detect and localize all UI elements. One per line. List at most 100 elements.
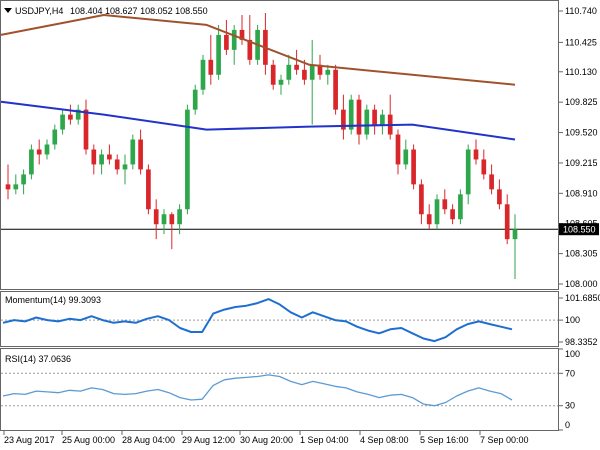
momentum-axis: 101.6850 100 98.3352: [559, 293, 600, 347]
candle: [130, 134, 136, 170]
candle-body: [122, 164, 128, 170]
candle-body: [497, 189, 502, 205]
candle-body: [130, 139, 136, 165]
candle: [185, 104, 190, 215]
candle-body: [364, 109, 370, 135]
candle: [458, 189, 463, 225]
time-tick-label: 4 Sep 08:00: [360, 435, 409, 445]
candle-body: [372, 109, 377, 125]
dropdown-triangle-icon[interactable]: [4, 8, 12, 13]
candle: [216, 24, 221, 80]
candle-body: [411, 149, 416, 185]
candle: [403, 139, 409, 170]
candle: [325, 64, 331, 85]
candle: [239, 14, 245, 45]
price-tick-label: 108.910: [565, 188, 598, 198]
candle: [231, 24, 237, 65]
rsi-tick-label: 100: [565, 349, 580, 359]
candle: [146, 164, 151, 215]
candle-body: [309, 64, 315, 80]
price-tick-label: 110.130: [565, 67, 597, 77]
price-tick-label: 109.825: [565, 97, 598, 107]
rsi-tick-label: 70: [565, 368, 575, 378]
candle-body: [317, 64, 323, 75]
candle-body: [270, 64, 276, 85]
candle: [224, 19, 229, 55]
price-tick-label: 108.305: [565, 249, 598, 259]
price-tick-label: 108.000: [565, 279, 598, 289]
rsi-tick-label: 30: [565, 401, 575, 411]
candle: [21, 169, 26, 195]
candle-body: [465, 149, 471, 195]
momentum-tick-label: 100: [565, 315, 580, 325]
candle: [91, 144, 97, 175]
candle: [29, 144, 34, 180]
rsi-panel: [0, 348, 559, 431]
candle: [75, 104, 81, 125]
ma-fast-line: [0, 100, 516, 141]
candle-body: [138, 139, 143, 170]
candle: [497, 179, 502, 210]
candle: [247, 14, 253, 65]
rsi-series: [2, 374, 513, 407]
candle-body: [380, 114, 385, 125]
time-tick-label: 25 Aug 00:00: [62, 435, 115, 445]
candle-body: [341, 109, 346, 130]
candle-body: [216, 34, 221, 75]
price-tick-label: 109.215: [565, 158, 598, 168]
candle-body: [208, 59, 214, 75]
candle-body: [442, 199, 448, 210]
time-tick-label: 23 Aug 2017: [4, 435, 55, 445]
candle: [364, 104, 370, 140]
candle: [481, 149, 487, 180]
candle-body: [60, 114, 65, 130]
candle-body: [29, 149, 34, 175]
chart-header: USDJPY,H4 108.404 108.627 108.052 108.55…: [4, 6, 208, 16]
momentum-line: [2, 298, 513, 343]
rsi-axis: 100 70 30 0: [559, 348, 580, 431]
momentum-panel: [0, 291, 559, 347]
price-tick-label: 110.425: [565, 37, 597, 47]
candle: [52, 124, 58, 150]
candle: [348, 94, 354, 135]
candle-body: [426, 214, 432, 225]
candle: [450, 204, 455, 225]
time-tick-label: 30 Aug 20:00: [240, 435, 293, 445]
time-tick-label: 28 Aug 04:00: [122, 435, 175, 445]
candle: [395, 129, 401, 175]
candle-body: [419, 184, 424, 215]
candle: [122, 154, 128, 185]
candle: [161, 209, 167, 235]
candle-body: [302, 69, 307, 80]
candle-body: [177, 209, 182, 225]
candle-body: [512, 229, 518, 240]
momentum-label: Momentum(14) 99.3093: [5, 295, 101, 305]
candle-body: [83, 109, 89, 150]
candle-body: [403, 149, 409, 165]
candle: [302, 59, 307, 85]
candle-body: [153, 209, 159, 225]
candle-body: [21, 174, 26, 185]
candle: [434, 194, 440, 230]
candle-body: [99, 154, 104, 165]
candle: [309, 39, 315, 125]
time-tick-label: 1 Sep 04:00: [300, 435, 349, 445]
symbol-label: USDJPY,H4: [15, 6, 63, 16]
candle: [278, 74, 284, 95]
candle-body: [161, 214, 167, 225]
rsi-tick-label: 0: [565, 420, 570, 430]
candle: [153, 199, 159, 240]
candle-body: [450, 209, 455, 220]
candle: [512, 214, 518, 280]
candle-body: [239, 29, 245, 40]
candle-body: [52, 129, 58, 145]
candle-body: [200, 59, 206, 90]
candle-body: [325, 69, 331, 75]
candle-body: [107, 154, 112, 160]
candle: [114, 154, 120, 175]
candle-body: [44, 144, 50, 155]
candle: [107, 144, 112, 165]
price-tick-label: 109.520: [565, 128, 598, 138]
current-price-marker: 108.550: [559, 223, 599, 236]
